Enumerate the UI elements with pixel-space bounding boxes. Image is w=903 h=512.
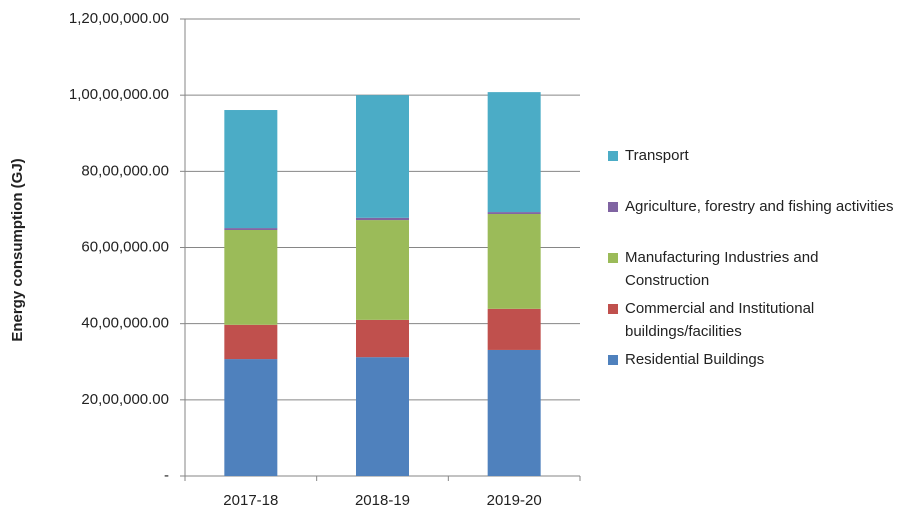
legend-label: Residential Buildings [625, 351, 764, 368]
bar-segment [487, 92, 541, 213]
legend-swatch [608, 202, 618, 212]
bar-segment [224, 324, 278, 360]
bar-segment [356, 217, 409, 221]
y-tick-label: 1,20,00,000.00 [69, 10, 169, 27]
bar-segment [224, 110, 278, 229]
y-tick-label: 60,00,000.00 [81, 238, 169, 255]
y-tick-label: 80,00,000.00 [81, 162, 169, 179]
bar-segment [224, 359, 278, 476]
bar-segment [356, 357, 409, 476]
legend-label: Agriculture, forestry and fishing activi… [625, 198, 893, 215]
bar-segment [487, 212, 541, 214]
legend-swatch [608, 253, 618, 263]
y-tick-label: 1,00,00,000.00 [69, 86, 169, 103]
legend-swatch [608, 151, 618, 161]
bar-segment [487, 308, 541, 350]
bar-segment [356, 95, 409, 218]
legend-swatch [608, 304, 618, 314]
y-axis-label: Energy consumption (GJ) [9, 158, 26, 341]
bar-segment [487, 213, 541, 309]
bar-segment [487, 349, 541, 476]
x-tick-label: 2019-20 [487, 492, 542, 509]
y-tick-label: 40,00,000.00 [81, 315, 169, 332]
bar-segment [356, 319, 409, 358]
y-tick-label: - [164, 467, 169, 484]
bar-segment [224, 228, 278, 230]
legend-label: Commercial and Institutional buildings/fa… [625, 300, 814, 340]
bar-segment [224, 229, 278, 325]
bar-segment [356, 220, 409, 320]
x-tick-label: 2017-18 [223, 492, 278, 509]
x-tick-label: 2018-19 [355, 492, 410, 509]
legend-label: Manufacturing Industries and Construction [625, 249, 818, 289]
legend-label: Transport [625, 147, 689, 164]
y-tick-label: 20,00,000.00 [81, 391, 169, 408]
legend-swatch [608, 355, 618, 365]
